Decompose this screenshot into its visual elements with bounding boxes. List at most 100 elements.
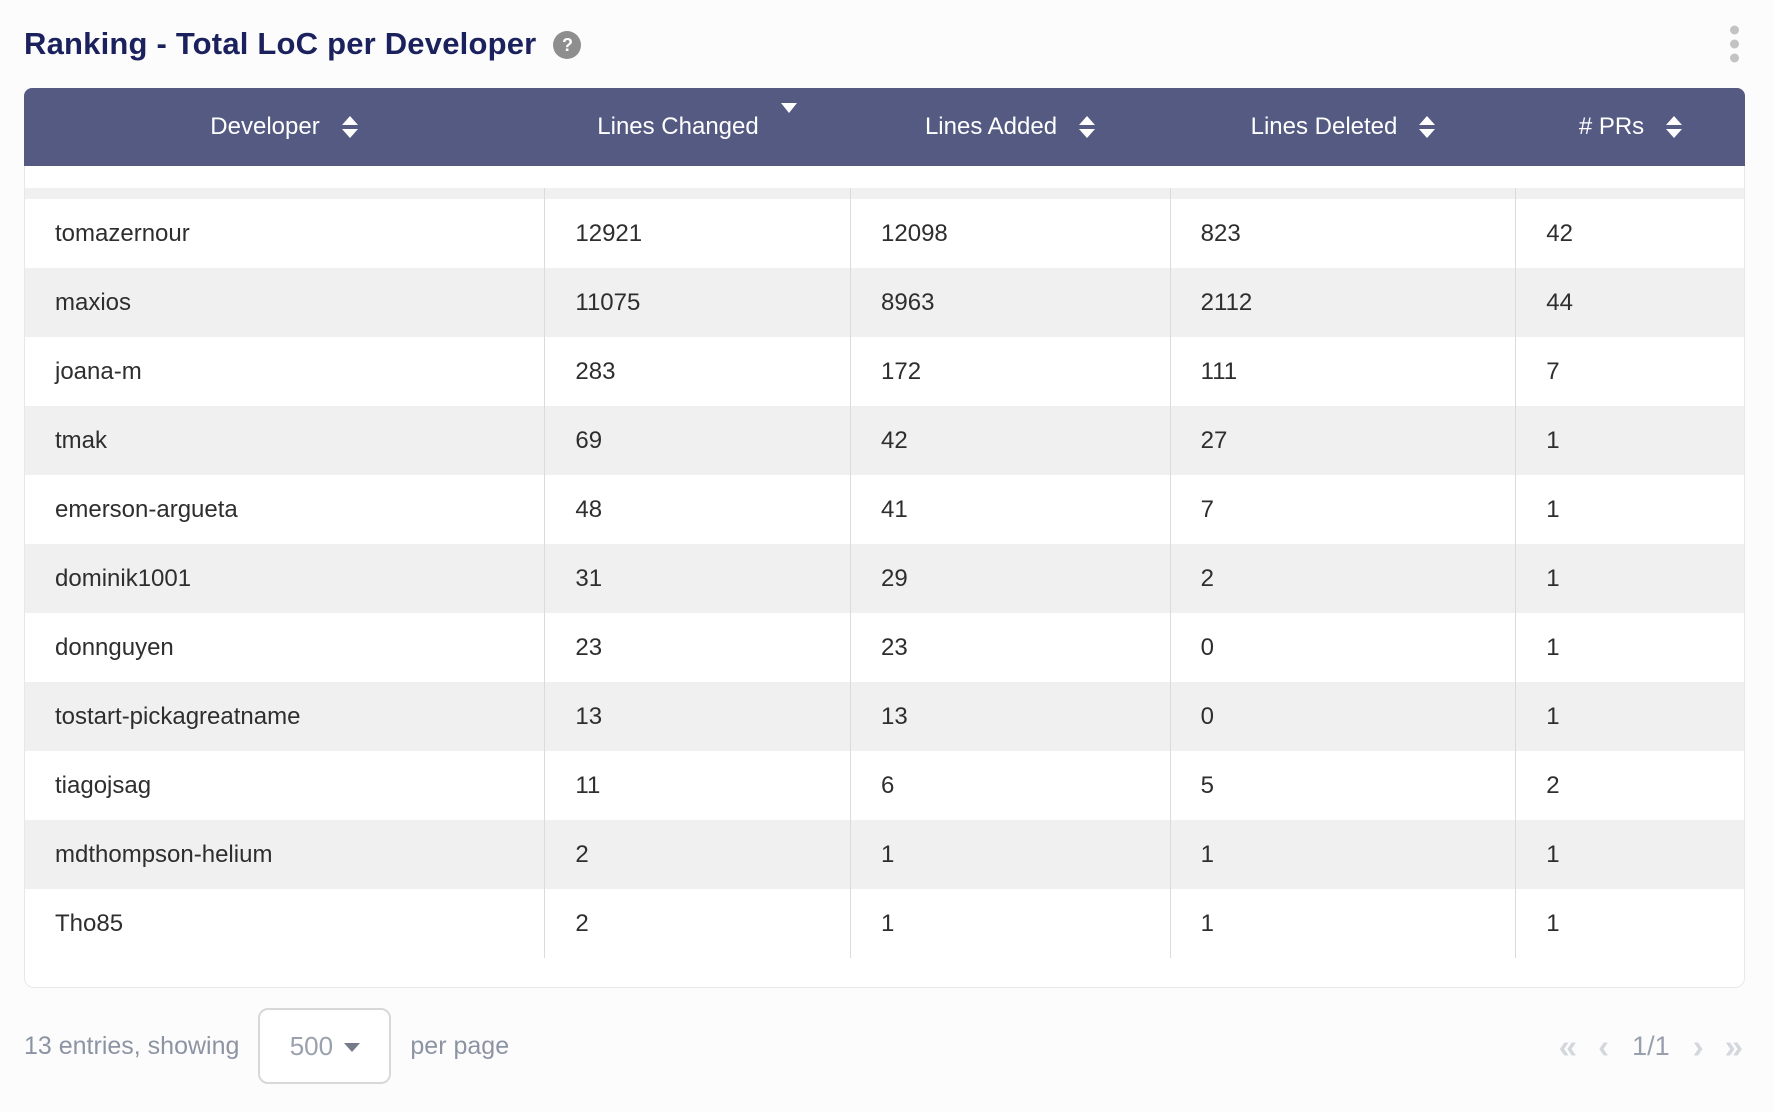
- developer-name: tmak: [55, 426, 108, 454]
- prs-value: 1: [1515, 613, 1744, 682]
- lines-deleted-value: 1: [1169, 820, 1516, 889]
- column-header-label: Lines Added: [924, 113, 1058, 140]
- lines-deleted-value: 5: [1169, 751, 1516, 820]
- developer-name: emerson-argueta: [55, 495, 238, 523]
- ranking-table: Developer Lines Changed Lines Added Lines D…: [24, 88, 1745, 988]
- sort-icon: [1419, 116, 1436, 138]
- column-header-lines-changed[interactable]: Lines Changed: [544, 88, 850, 166]
- developer-name: tomazernour: [55, 219, 190, 247]
- developer-name: donnguyen: [55, 633, 174, 661]
- lines-changed-value: 48: [544, 475, 850, 544]
- clipped-cell: [25, 188, 544, 199]
- sort-icon: [1666, 116, 1683, 138]
- prs-value: 2: [1515, 751, 1744, 820]
- developer-name: dominik1001: [55, 564, 192, 592]
- prs-value: 44: [1515, 268, 1744, 337]
- kebab-menu-icon[interactable]: [1726, 22, 1743, 67]
- pagination: « ‹ 1/1 › »: [1559, 1030, 1743, 1063]
- lines-deleted-value: 27: [1169, 406, 1516, 475]
- column-header-label: Lines Deleted: [1250, 113, 1398, 140]
- table-row: tmak 69 42 27 1: [25, 406, 1744, 475]
- page-size-select[interactable]: 500: [258, 1008, 392, 1084]
- table-row: mdthompson-helium 2 1 1 1: [25, 820, 1744, 889]
- clipped-cell: [544, 188, 850, 199]
- lines-deleted-value: 0: [1169, 613, 1516, 682]
- lines-changed-value: 11075: [544, 268, 850, 337]
- bottom-pad: [25, 958, 1744, 987]
- prs-value: 1: [1515, 544, 1744, 613]
- table-footer: 13 entries, showing 500 per page « ‹ 1/1…: [24, 1006, 1745, 1086]
- lines-added-value: 1: [850, 889, 1170, 958]
- table-row: emerson-argueta 48 41 7 1: [25, 475, 1744, 544]
- first-page-button[interactable]: «: [1558, 1027, 1578, 1065]
- lines-added-value: 41: [850, 475, 1170, 544]
- per-page-label: per page: [410, 1031, 510, 1060]
- clipped-cell: [850, 188, 1170, 199]
- lines-deleted-value: 0: [1169, 682, 1516, 751]
- lines-deleted-value: 2: [1169, 544, 1516, 613]
- lines-changed-value: 11: [544, 751, 850, 820]
- table-row: tostart-pickagreatname 13 13 0 1: [25, 682, 1744, 751]
- prev-page-button[interactable]: ‹: [1598, 1027, 1610, 1065]
- sort-desc-icon: [780, 103, 797, 141]
- lines-added-value: 23: [850, 613, 1170, 682]
- lines-added-value: 42: [850, 406, 1170, 475]
- developer-name: joana-m: [55, 357, 142, 385]
- table-row: tiagojsag 11 6 5 2: [25, 751, 1744, 820]
- column-header-prs[interactable]: # PRs: [1516, 88, 1745, 166]
- lines-changed-value: 31: [544, 544, 850, 613]
- prs-value: 42: [1515, 199, 1744, 268]
- lines-added-value: 6: [850, 751, 1170, 820]
- column-header-label: Lines Changed: [597, 113, 759, 140]
- column-header-lines-deleted[interactable]: Lines Deleted: [1170, 88, 1516, 166]
- clipped-cell: [1169, 188, 1516, 199]
- sort-icon: [1079, 116, 1096, 138]
- lines-changed-value: 23: [544, 613, 850, 682]
- table-row: dominik1001 31 29 2 1: [25, 544, 1744, 613]
- lines-added-value: 13: [850, 682, 1170, 751]
- last-page-button[interactable]: »: [1724, 1027, 1743, 1065]
- prs-value: 1: [1515, 682, 1744, 751]
- lines-added-value: 1: [850, 820, 1170, 889]
- lines-added-value: 8963: [850, 268, 1170, 337]
- clipped-cell: [1515, 188, 1744, 199]
- column-header-lines-added[interactable]: Lines Added: [850, 88, 1170, 166]
- lines-deleted-value: 111: [1169, 337, 1516, 406]
- clipped-row: [25, 188, 1744, 199]
- table-row: Tho85 2 1 1 1: [25, 889, 1744, 958]
- lines-added-value: 29: [850, 544, 1170, 613]
- lines-added-value: 172: [850, 337, 1170, 406]
- page-size-value: 500: [289, 1030, 334, 1061]
- column-header-developer[interactable]: Developer: [24, 88, 544, 166]
- scroll-gap: [25, 166, 1744, 188]
- lines-changed-value: 69: [544, 406, 850, 475]
- developer-name: mdthompson-helium: [55, 840, 273, 868]
- page-indicator: 1/1: [1632, 1030, 1670, 1061]
- footer-left: 13 entries, showing 500 per page: [24, 1008, 509, 1084]
- table-header-row: Developer Lines Changed Lines Added Lines D…: [24, 88, 1745, 166]
- lines-deleted-value: 823: [1169, 199, 1516, 268]
- table-rows: tomazernour 12921 12098 823 42 maxios 11075 896…: [25, 199, 1744, 958]
- prs-value: 1: [1515, 406, 1744, 475]
- developer-name: Tho85: [55, 909, 124, 937]
- prs-value: 7: [1515, 337, 1744, 406]
- table-row: maxios 11075 8963 2112 44: [25, 268, 1744, 337]
- prs-value: 1: [1515, 889, 1744, 958]
- help-icon[interactable]: ?: [553, 31, 582, 59]
- prs-value: 1: [1515, 475, 1744, 544]
- entries-count-label: 13 entries, showing: [24, 1031, 240, 1060]
- table-body: tomazernour 12921 12098 823 42 maxios 11075 896…: [24, 166, 1745, 988]
- developer-name: tiagojsag: [55, 771, 152, 799]
- caret-down-icon: [344, 1043, 361, 1052]
- lines-deleted-value: 7: [1169, 475, 1516, 544]
- lines-deleted-value: 2112: [1169, 268, 1516, 337]
- lines-deleted-value: 1: [1169, 889, 1516, 958]
- next-page-button[interactable]: ›: [1692, 1027, 1704, 1065]
- developer-name: tostart-pickagreatname: [55, 702, 301, 730]
- lines-changed-value: 283: [544, 337, 850, 406]
- lines-changed-value: 13: [544, 682, 850, 751]
- developer-name: maxios: [55, 288, 132, 316]
- table-row: donnguyen 23 23 0 1: [25, 613, 1744, 682]
- lines-changed-value: 2: [544, 820, 850, 889]
- panel: Ranking - Total LoC per Developer ? Deve…: [24, 22, 1745, 1086]
